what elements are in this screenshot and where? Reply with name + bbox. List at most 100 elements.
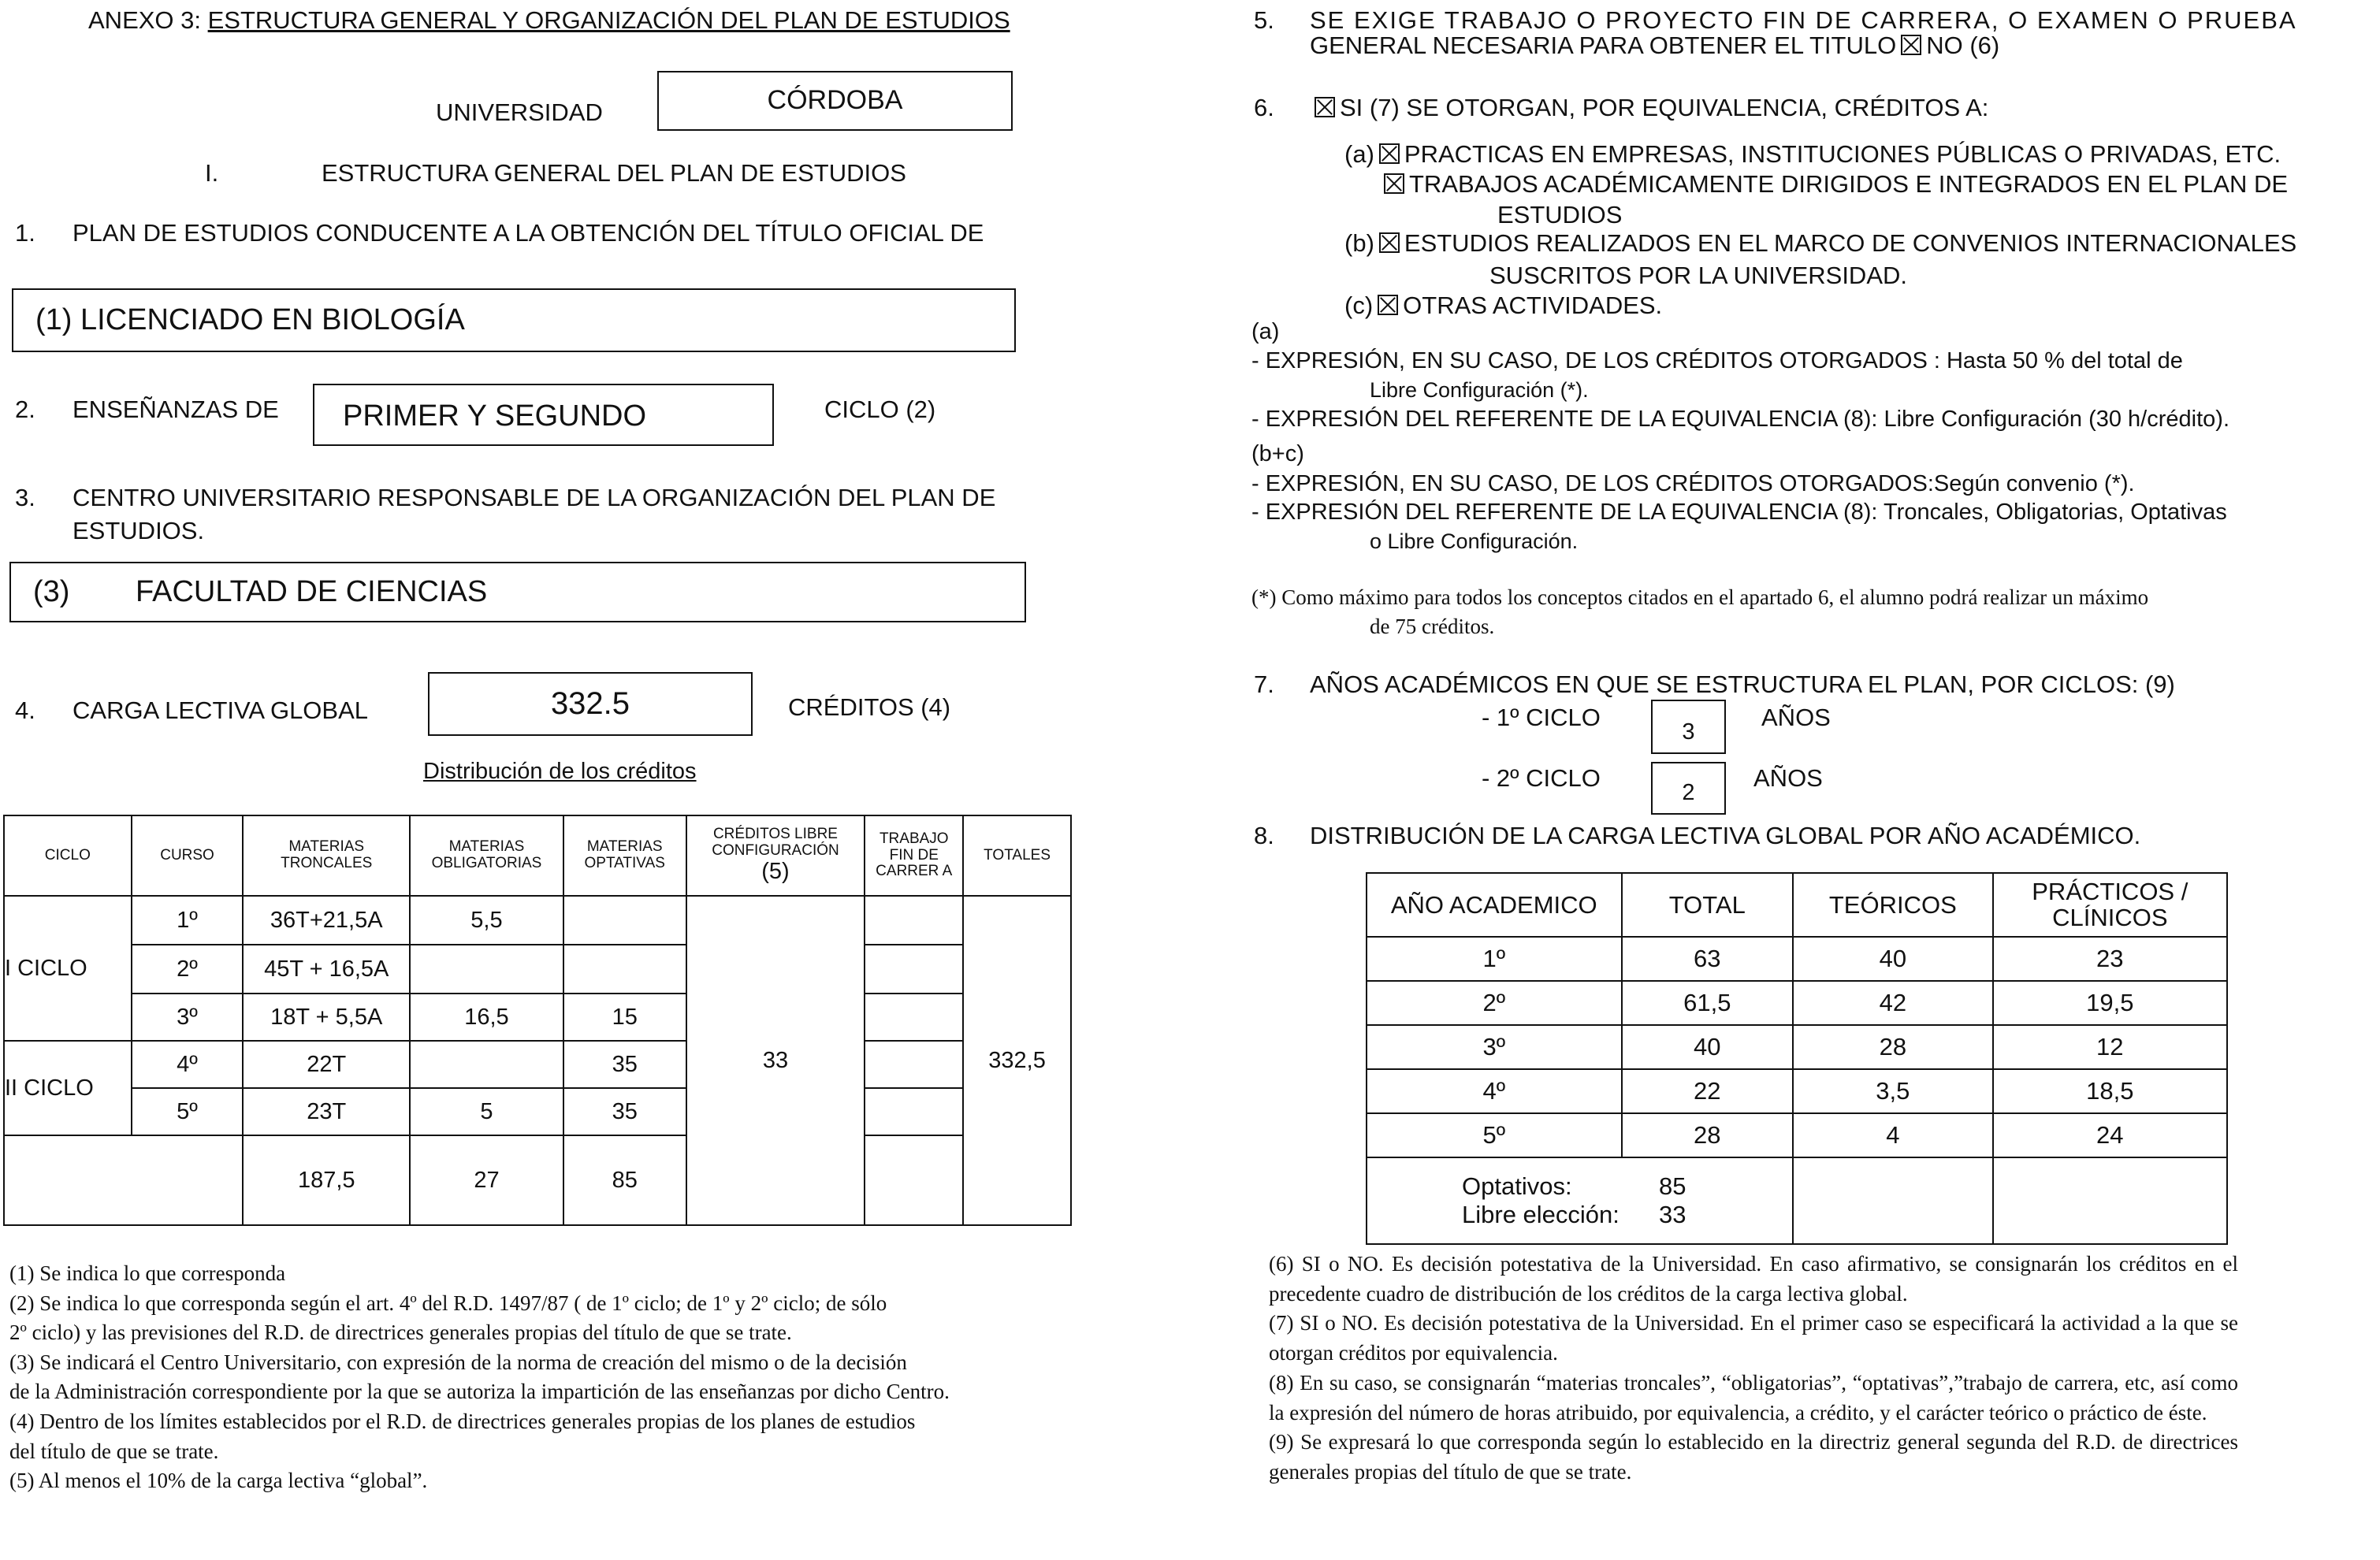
header-ciclo: CICLO — [3, 815, 132, 897]
header-teoricos: TEÓRICOS — [1792, 872, 1994, 938]
trabajo-cell — [864, 1087, 965, 1136]
curso-cell: 4º — [130, 1040, 244, 1089]
total-cell: 28 — [1620, 1112, 1794, 1158]
troncales-cell: 22T — [242, 1040, 411, 1089]
checked-box-icon — [1378, 143, 1400, 164]
troncales-cell: 23T — [242, 1087, 411, 1136]
item-text: ESTUDIOS REALIZADOS EN EL MARCO DE CONVE… — [1404, 229, 2297, 257]
optativas-cell: 35 — [562, 1087, 687, 1136]
right-footnotes: (6) SI o NO. Es decisión potestativa de … — [1269, 1250, 2238, 1488]
libre-label: Libre elección: — [1462, 1201, 1620, 1228]
q3-text-line2: ESTUDIOS. — [73, 517, 205, 544]
q1-text: PLAN DE ESTUDIOS CONDUCENTE A LA OBTENCI… — [73, 219, 984, 247]
q7-text: AÑOS ACADÉMICOS EN QUE SE ESTRUCTURA EL … — [1310, 670, 2175, 698]
centro-name: FACULTAD DE CIENCIAS — [136, 575, 488, 608]
ciclo2-years: 2 — [1651, 762, 1726, 815]
optativas-cell: 35 — [562, 1040, 687, 1089]
footnote: (9) Se expresará lo que corresponda segú… — [1269, 1430, 2238, 1484]
checked-box-icon — [1378, 295, 1399, 315]
q6-item-b: (b) ESTUDIOS REALIZADOS EN EL MARCO DE CO… — [1344, 229, 2296, 258]
table-sum-row: 187,5 27 85 — [2, 1135, 1071, 1226]
footnote: 2º ciclo) y las previsiones del R.D. de … — [9, 1320, 792, 1345]
table-row: I CICLO 1º 36T+21,5A 5,5 33 332,5 — [3, 895, 1072, 1226]
total-cell: 40 — [1620, 1024, 1794, 1070]
curso-cell: 2º — [130, 944, 244, 994]
header-optativas: MATERIAS OPTATIVAS — [562, 815, 687, 897]
a-line1b: Libre Configuración (*). — [1370, 378, 1589, 402]
item-text: PRACTICAS EN EMPRESAS, INSTITUCIONES PÚB… — [1404, 140, 2281, 168]
total-cell: 63 — [1620, 936, 1794, 982]
distribution-title: Distribución de los créditos — [423, 759, 697, 784]
header-libre-text: CRÉDITOS LIBRE CONFIGURACIÓN — [712, 826, 839, 860]
troncales-cell: 18T + 5,5A — [242, 993, 411, 1042]
obligatorias-cell — [409, 1040, 564, 1089]
q4-suffix: CRÉDITOS (4) — [788, 693, 951, 721]
ciclo-2-cell: II CICLO — [3, 1040, 132, 1136]
note-line2: de 75 créditos. — [1370, 615, 1495, 638]
trabajo-cell — [864, 1040, 965, 1089]
footnote: del título de que se trate. — [9, 1439, 219, 1463]
practicos-cell: 12 — [1991, 1024, 2229, 1070]
annual-load-table: AÑO ACADEMICO TOTAL TEÓRICOS PRÁCTICOS /… — [1365, 872, 2229, 1245]
q3-text-line1: CENTRO UNIVERSITARIO RESPONSABLE DE LA O… — [73, 484, 996, 511]
troncales-cell: 36T+21,5A — [242, 895, 411, 945]
years-label-1: AÑOS — [1761, 704, 1831, 731]
header-libre: CRÉDITOS LIBRE CONFIGURACIÓN (5) — [685, 815, 866, 897]
table-row: 5º 23T 5 35 — [4, 1087, 1071, 1136]
table-summary-row: Optativos: 85 Libre elección: 33 — [1365, 1157, 2229, 1245]
q8-text: DISTRIBUCIÓN DE LA CARGA LECTIVA GLOBAL … — [1310, 822, 2141, 849]
footnote: (3) Se indicará el Centro Universitario,… — [9, 1350, 907, 1374]
checked-box-icon — [1315, 97, 1335, 117]
q6-number: 6. — [1254, 94, 1274, 121]
header-ano: AÑO ACADEMICO — [1366, 872, 1623, 938]
q4-number: 4. — [15, 696, 35, 724]
item-prefix: (c) — [1344, 292, 1374, 319]
table-row: 4º 22 3,5 18,5 — [1366, 1068, 2229, 1114]
sum-troncales: 187,5 — [242, 1135, 411, 1226]
universidad-label: UNIVERSIDAD — [436, 98, 603, 126]
libre-cell: 33 — [685, 895, 866, 1226]
item-text: OTRAS ACTIVIDADES. — [1403, 292, 1663, 319]
header-libre-note: (5) — [761, 858, 790, 884]
checked-box-icon — [1901, 35, 1922, 55]
empty-cell — [2, 1135, 244, 1226]
optativas-cell — [562, 895, 687, 945]
total-cell: 332,5 — [962, 895, 1072, 1226]
carga-field: 332.5 — [428, 672, 753, 736]
annex-title-text: ESTRUCTURA GENERAL Y ORGANIZACIÓN DEL PL… — [207, 6, 1010, 34]
a-label: (a) — [1251, 319, 1280, 344]
checked-box-icon — [1384, 173, 1404, 194]
header-totales: TOTALES — [962, 815, 1072, 897]
header-troncales: MATERIAS TRONCALES — [242, 815, 411, 897]
header-practicos: PRÁCTICOS / CLÍNICOS — [1991, 872, 2229, 938]
bc-line2: - EXPRESIÓN DEL REFERENTE DE LA EQUIVALE… — [1251, 500, 2227, 525]
header-trabajo: TRABAJO FIN DE CARRER A — [864, 815, 965, 897]
teoricos-cell: 28 — [1792, 1024, 1994, 1070]
obligatorias-cell: 16,5 — [409, 993, 564, 1042]
titulo-field: (1) LICENCIADO EN BIOLOGÍA — [12, 288, 1016, 352]
footnote: (8) En su caso, se consignarán “materias… — [1269, 1370, 2238, 1424]
footnote: (5) Al menos el 10% de la carga lectiva … — [9, 1469, 428, 1493]
q5-line2: GENERAL NECESARIA PARA OBTENER EL TITULO… — [1310, 32, 1999, 60]
troncales-cell: 45T + 16,5A — [242, 944, 411, 994]
total-cell: 22 — [1620, 1068, 1794, 1114]
annex-label: ANEXO 3: — [88, 6, 208, 34]
checked-box-icon — [1378, 232, 1400, 253]
total-cell: 61,5 — [1620, 980, 1794, 1026]
teoricos-cell: 4 — [1792, 1112, 1994, 1158]
trabajo-cell — [864, 895, 965, 945]
q2-number: 2. — [15, 396, 35, 423]
q3-number: 3. — [15, 484, 35, 511]
ano-cell: 3º — [1366, 1024, 1623, 1070]
bc-line2b: o Libre Configuración. — [1370, 529, 1579, 553]
optativas-cell: 15 — [562, 993, 687, 1042]
ano-cell: 4º — [1366, 1068, 1623, 1114]
q2-text: ENSEÑANZAS DE — [73, 396, 279, 423]
q6-item-a2-cont: ESTUDIOS — [1497, 201, 1623, 228]
optativos-label: Optativos: — [1462, 1172, 1572, 1200]
item-prefix: (a) — [1344, 140, 1374, 168]
bc-line1: - EXPRESIÓN, EN SU CASO, DE LOS CRÉDITOS… — [1251, 471, 2135, 496]
teoricos-cell: 3,5 — [1792, 1068, 1994, 1114]
ano-cell: 2º — [1366, 980, 1623, 1026]
